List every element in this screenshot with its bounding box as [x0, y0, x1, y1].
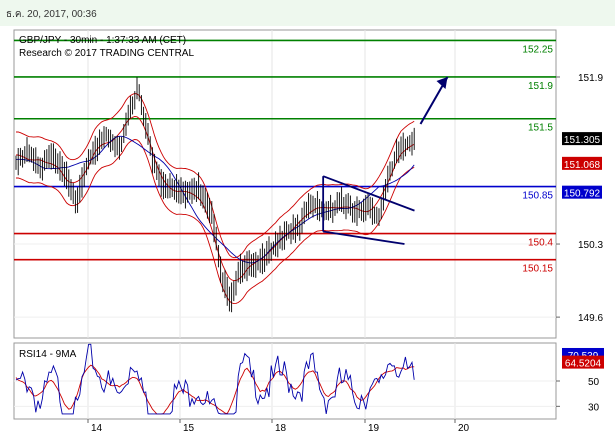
price-panel-frame	[13, 29, 557, 339]
x-tick-label: 20	[458, 423, 470, 434]
chart-research-line: Research © 2017 TRADING CENTRAL	[19, 48, 194, 59]
x-tick-label: 19	[368, 423, 380, 434]
price-tag-text: 151.305	[564, 135, 601, 146]
triangle-upper-trendline	[322, 175, 415, 212]
rsi-value-tag: 64.5204	[562, 355, 604, 370]
price-tag: 150.792	[562, 185, 602, 200]
rsi-label: RSI14 - 9MA	[19, 349, 77, 360]
price-tag-bg	[562, 156, 602, 170]
date-header: ธ.ค. 20, 2017, 00:36	[0, 0, 615, 26]
upper-band	[15, 93, 415, 259]
triangle-lower-trendline	[323, 230, 405, 245]
price-tag-text: 150.792	[564, 189, 601, 200]
y-tick-label: 151.9	[578, 73, 603, 84]
price-tag-bg	[562, 132, 602, 146]
level-label: 150.15	[522, 264, 553, 275]
level-label: 151.5	[528, 123, 553, 134]
price-tag-text: 151.068	[564, 160, 601, 171]
rsi-lines	[15, 343, 415, 415]
lower-band	[15, 139, 415, 305]
x-tick-label: 18	[275, 423, 287, 434]
y-tick-label: 150.3	[578, 240, 603, 251]
rsi-value-tag-text: 64.5204	[565, 359, 602, 370]
rsi-value-tag-bg	[562, 355, 604, 369]
price-tag: 151.068	[562, 156, 602, 171]
level-label: 150.85	[522, 191, 553, 202]
rsi-line	[15, 343, 415, 415]
rsi-tick-label: 50	[588, 377, 600, 388]
date-text: ธ.ค. 20, 2017, 00:36	[6, 9, 97, 20]
forecast-arrow-head	[436, 76, 448, 89]
rsi-tick-label: 30	[588, 402, 600, 413]
level-label: 150.4	[528, 238, 553, 249]
x-tick-label: 15	[183, 423, 195, 434]
y-tick-label: 149.6	[578, 313, 603, 324]
chart-symbol-line: GBP/JPY - 30min - 1:37:33 AM (CET)	[19, 35, 186, 46]
x-tick-label: 14	[91, 423, 103, 434]
level-label: 151.9	[528, 81, 553, 92]
drawings	[322, 76, 449, 245]
price-bars	[15, 77, 415, 313]
level-label: 152.25	[522, 44, 553, 55]
price-tag-bg	[562, 185, 602, 199]
price-tag: 151.305	[562, 132, 602, 146]
